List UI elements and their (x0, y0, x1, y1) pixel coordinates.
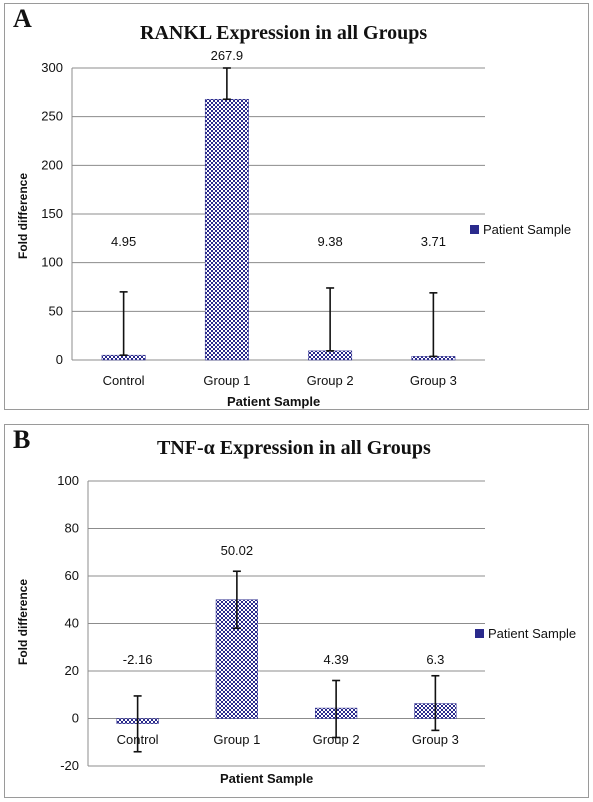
data-label: 3.71 (421, 234, 446, 249)
x-axis-title-b: Patient Sample (220, 771, 314, 786)
legend-a: Patient Sample (470, 222, 571, 237)
legend-swatch-icon (475, 629, 484, 638)
data-label: 9.38 (317, 234, 342, 249)
y-axis-title-a: Fold difference (16, 173, 30, 260)
legend-label: Patient Sample (488, 626, 577, 641)
chart-canvas-a: 0 50 100 150 200 250 300 Control 4.95 Group 1 267.… (41, 48, 485, 388)
data-label: 4.39 (323, 652, 348, 667)
legend-label: Patient Sample (483, 222, 572, 237)
panel-label-a: A (13, 4, 32, 33)
y-tick-label: 60 (65, 568, 79, 583)
x-axis-title-a: Patient Sample (227, 394, 321, 409)
y-tick-label: 300 (41, 60, 63, 75)
y-axis-title-b: Fold difference (16, 579, 30, 666)
data-label: 4.95 (111, 234, 136, 249)
y-tick-label: 100 (41, 255, 63, 270)
x-tick-label: Control (117, 732, 159, 747)
y-tick-label: 250 (41, 109, 63, 124)
panel-label-b: B (13, 425, 31, 454)
y-tick-label: 150 (41, 206, 63, 221)
chart-panel-b: B TNF-α Expression in all Groups -20 0 20 4… (4, 424, 589, 798)
legend-b: Patient Sample (475, 626, 576, 641)
x-tick-label: Group 3 (410, 373, 457, 388)
data-label: -2.16 (123, 652, 153, 667)
y-tick-label: 50 (49, 303, 63, 318)
y-tick-label: 0 (56, 352, 63, 367)
data-label: 50.02 (221, 543, 254, 558)
y-tick-label: 20 (65, 663, 79, 678)
y-tick-label: 0 (72, 711, 79, 726)
y-tick-label: -20 (60, 758, 79, 773)
x-tick-label: Group 3 (412, 732, 459, 747)
y-tick-label: 200 (41, 157, 63, 172)
chart-canvas-b: -20 0 20 40 60 80 100 Control -2.16 Group 1 50.02 G… (57, 473, 485, 773)
data-label: 267.9 (211, 48, 244, 63)
y-tick-label: 80 (65, 521, 79, 536)
bar (204, 98, 249, 361)
legend-swatch-icon (470, 225, 479, 234)
chart-panel-a: A RANKL Expression in all Groups 0 50 100 1… (4, 3, 589, 410)
x-tick-label: Control (103, 373, 145, 388)
x-tick-label: Group 2 (313, 732, 360, 747)
y-tick-label: 100 (57, 473, 79, 488)
data-label: 6.3 (426, 652, 444, 667)
x-tick-label: Group 1 (213, 732, 260, 747)
x-tick-label: Group 2 (307, 373, 354, 388)
y-tick-label: 40 (65, 616, 79, 631)
bar (308, 350, 353, 361)
chart-title-b: TNF-α Expression in all Groups (157, 437, 431, 459)
x-tick-label: Group 1 (203, 373, 250, 388)
chart-title-a: RANKL Expression in all Groups (140, 22, 428, 44)
